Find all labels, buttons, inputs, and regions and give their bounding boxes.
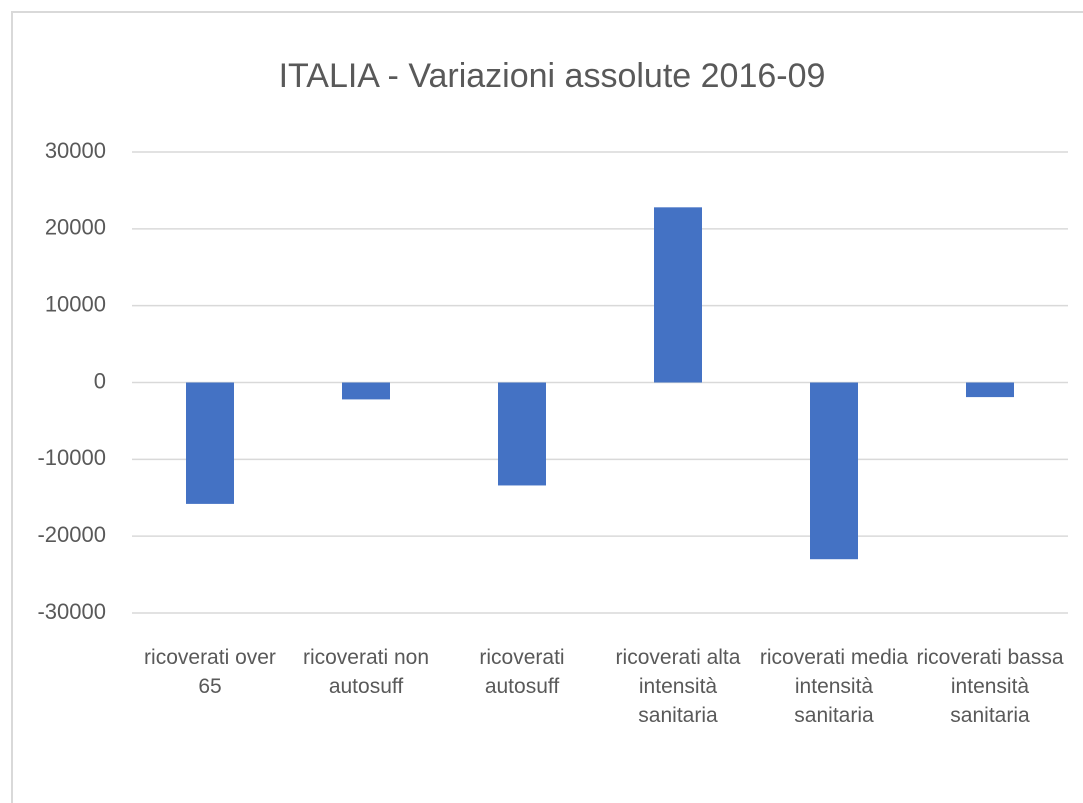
x-tick-label: ricoverati bassa intensità sanitaria [916, 646, 1064, 727]
bar [810, 382, 858, 560]
y-tick-label: -30000 [37, 599, 106, 624]
bar [186, 382, 234, 504]
bar [342, 382, 390, 400]
chart-frame [11, 11, 1083, 803]
chart-title: ITALIA - Variazioni assolute 2016-09 [279, 57, 826, 95]
y-tick-label: 20000 [45, 215, 106, 240]
bar [498, 382, 546, 486]
x-tick-label: ricoverati alta intensità sanitaria [615, 646, 741, 727]
y-tick-label: -10000 [37, 445, 106, 470]
x-tick-label: ricoverati over 65 [144, 646, 276, 698]
y-tick-label: 30000 [45, 138, 106, 163]
bar [966, 382, 1014, 398]
x-tick-label: ricoverati non autosuff [302, 646, 430, 698]
x-tick-label: ricoverati autosuff [479, 646, 565, 698]
y-tick-label: -20000 [37, 522, 106, 547]
y-tick-label: 0 [94, 368, 106, 393]
x-tick-label: ricoverati media intensità sanitaria [759, 646, 909, 727]
bar [654, 207, 702, 383]
y-tick-label: 10000 [45, 291, 106, 316]
